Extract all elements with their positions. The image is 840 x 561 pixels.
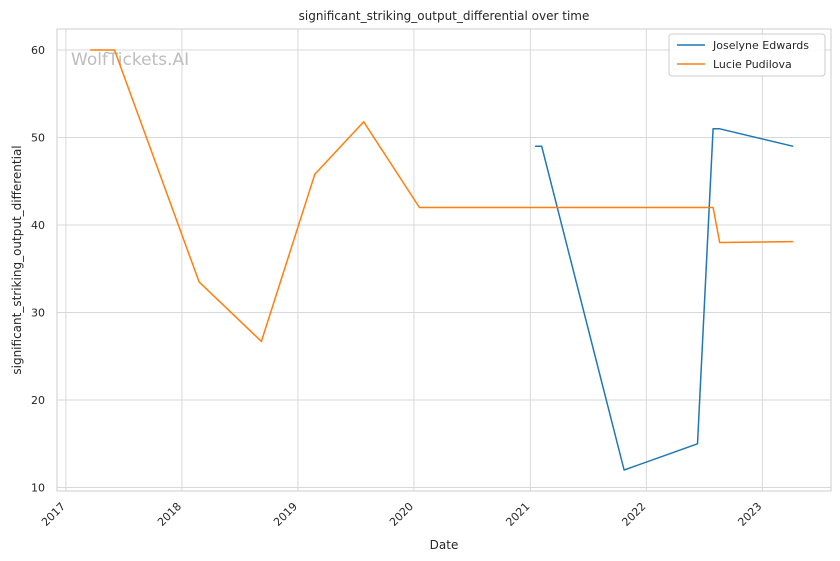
y-tick-label: 40 (31, 219, 45, 232)
x-tick-labels: 2017 2018 2019 2020 2021 2022 2023 (39, 500, 764, 529)
chart-title: significant_striking_output_differential… (299, 9, 590, 23)
y-tick-label: 20 (31, 394, 45, 407)
y-tick-label: 60 (31, 44, 45, 57)
series-layer (90, 49, 794, 471)
x-tick-label: 2022 (619, 500, 648, 529)
legend-entry: Joselyne Edwards (712, 39, 809, 52)
plot-frame (56, 28, 832, 492)
x-tick-label: 2018 (155, 500, 184, 529)
grid (57, 29, 831, 491)
x-tick-label: 2021 (503, 500, 532, 529)
series-line-2 (90, 49, 794, 343)
legend-entry: Lucie Pudilova (713, 58, 792, 71)
y-tick-label: 10 (31, 482, 45, 495)
x-tick-label: 2020 (387, 500, 416, 529)
legend-box (668, 33, 826, 77)
legend: Joselyne Edwards Lucie Pudilova (668, 33, 826, 77)
x-tick-label: 2019 (271, 500, 300, 529)
watermark: WolfTickets.AI (71, 50, 189, 70)
x-tick-label: 2023 (735, 500, 764, 529)
y-tick-labels: 10 20 30 40 50 60 (31, 44, 45, 495)
y-tick-label: 50 (31, 132, 45, 145)
x-axis-label: Date (430, 538, 459, 552)
series-line-1 (535, 128, 794, 471)
y-tick-label: 30 (31, 307, 45, 320)
x-tick-label: 2017 (39, 500, 68, 529)
y-axis-label: significant_striking_output_differential (10, 145, 24, 374)
